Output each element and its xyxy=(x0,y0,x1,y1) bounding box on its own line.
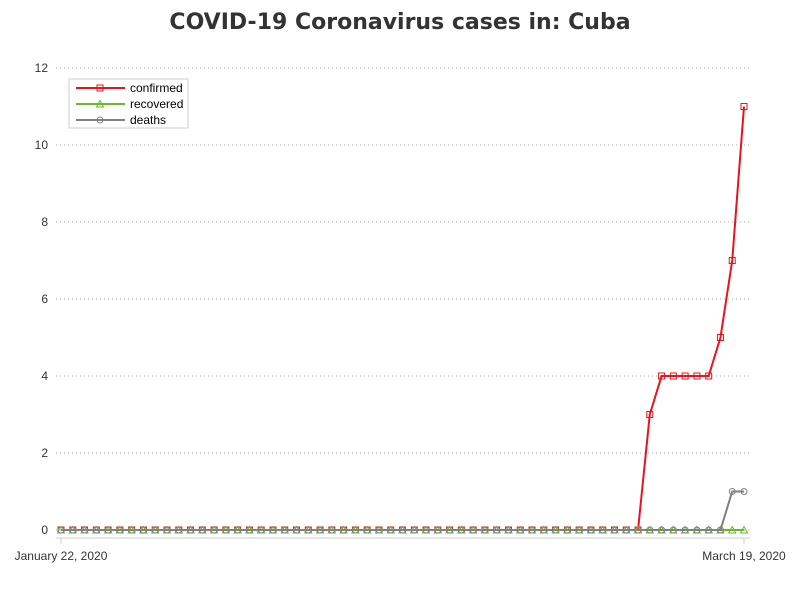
data-point-deaths xyxy=(351,526,359,534)
legend-item-deaths: deaths xyxy=(76,113,166,127)
data-point-deaths xyxy=(257,526,265,534)
data-point-deaths xyxy=(104,526,112,534)
data-point-deaths xyxy=(622,526,630,534)
data-point-deaths xyxy=(599,526,607,534)
data-point-deaths xyxy=(234,526,242,534)
data-point-deaths xyxy=(646,526,654,534)
data-point-recovered xyxy=(727,525,737,534)
series-deaths xyxy=(57,488,748,534)
data-point-confirmed xyxy=(716,334,724,341)
data-point-confirmed xyxy=(646,411,654,418)
data-point-deaths xyxy=(316,526,324,534)
data-point-deaths xyxy=(716,526,724,534)
data-point-deaths xyxy=(198,526,206,534)
series-line-deaths xyxy=(61,490,744,531)
legend-label: deaths xyxy=(130,113,166,127)
data-point-deaths xyxy=(705,526,713,534)
data-point-deaths xyxy=(587,526,595,534)
legend-label: confirmed xyxy=(130,81,183,95)
data-point-deaths xyxy=(658,526,666,534)
y-tick-label: 4 xyxy=(41,369,48,383)
data-point-deaths xyxy=(575,526,583,534)
legend-marker xyxy=(96,116,104,124)
data-point-deaths xyxy=(399,526,406,534)
data-point-deaths xyxy=(528,526,536,534)
data-point-deaths xyxy=(422,526,430,534)
legend: confirmed recovered deaths xyxy=(68,78,189,129)
data-point-deaths xyxy=(128,526,136,534)
y-tick-label: 6 xyxy=(41,292,48,306)
data-point-deaths xyxy=(469,526,477,534)
data-point-deaths xyxy=(410,526,418,534)
y-tick-label: 0 xyxy=(41,523,48,537)
data-point-deaths xyxy=(504,526,512,534)
data-point-deaths xyxy=(375,526,383,534)
data-point-deaths xyxy=(304,526,312,534)
data-point-deaths xyxy=(81,526,89,534)
y-tick-label: 12 xyxy=(35,61,49,75)
chart-title: COVID-19 Coronavirus cases in: Cuba xyxy=(169,10,631,35)
data-point-deaths xyxy=(669,526,677,534)
data-point-deaths xyxy=(69,526,77,534)
data-point-deaths xyxy=(116,526,124,534)
data-point-deaths xyxy=(187,526,195,534)
legend-marker xyxy=(96,84,104,92)
data-point-deaths xyxy=(387,526,395,534)
axes: January 22, 2020 March 19, 2020 xyxy=(15,537,786,563)
data-point-deaths xyxy=(210,526,218,534)
data-point-deaths xyxy=(563,526,571,534)
data-point-deaths xyxy=(245,526,253,534)
data-point-deaths xyxy=(552,526,560,534)
data-point-deaths xyxy=(269,526,277,534)
data-point-deaths xyxy=(281,526,289,534)
data-point-deaths xyxy=(163,526,171,534)
y-tick-label: 2 xyxy=(41,446,48,460)
data-point-deaths xyxy=(481,526,489,534)
data-point-deaths xyxy=(516,526,524,534)
data-point-deaths xyxy=(340,526,348,534)
data-point-deaths xyxy=(681,526,689,534)
data-point-deaths xyxy=(92,526,100,534)
data-point-deaths xyxy=(434,526,442,534)
data-point-confirmed xyxy=(740,103,748,110)
data-point-deaths xyxy=(493,526,501,534)
data-point-deaths xyxy=(57,526,65,534)
series-confirmed xyxy=(57,103,748,534)
data-point-deaths xyxy=(740,488,748,495)
legend-label: recovered xyxy=(130,97,183,111)
data-point-deaths xyxy=(540,526,548,534)
data-point-confirmed xyxy=(681,372,689,380)
data-point-deaths xyxy=(693,526,701,534)
y-tick-label: 10 xyxy=(35,138,49,152)
x-tick-label-start: January 22, 2020 xyxy=(15,549,108,563)
data-point-deaths xyxy=(139,526,147,534)
data-point-deaths xyxy=(728,488,736,495)
data-point-deaths xyxy=(328,526,336,534)
data-point-recovered xyxy=(739,525,749,534)
series-line-confirmed xyxy=(61,106,745,531)
data-point-deaths xyxy=(610,526,618,534)
data-point-confirmed xyxy=(669,372,677,380)
y-tick-labels: 0 2 4 6 8 10 12 xyxy=(35,61,49,537)
data-point-deaths xyxy=(151,526,159,534)
data-point-deaths xyxy=(293,526,301,534)
legend-marker xyxy=(95,99,105,108)
data-point-deaths xyxy=(446,526,454,534)
data-point-deaths xyxy=(175,526,183,534)
data-point-confirmed xyxy=(693,372,701,380)
legend-item-confirmed: confirmed xyxy=(76,81,183,95)
data-point-confirmed xyxy=(658,372,666,380)
data-point-deaths xyxy=(634,526,642,534)
data-point-deaths xyxy=(457,526,465,534)
series xyxy=(56,103,749,534)
y-tick-label: 8 xyxy=(41,215,48,229)
x-tick-label-end: March 19, 2020 xyxy=(702,549,786,563)
data-point-confirmed xyxy=(728,257,736,264)
data-point-deaths xyxy=(222,526,230,534)
data-point-deaths xyxy=(363,526,371,534)
data-point-confirmed xyxy=(705,372,713,380)
legend-item-recovered: recovered xyxy=(76,97,183,111)
